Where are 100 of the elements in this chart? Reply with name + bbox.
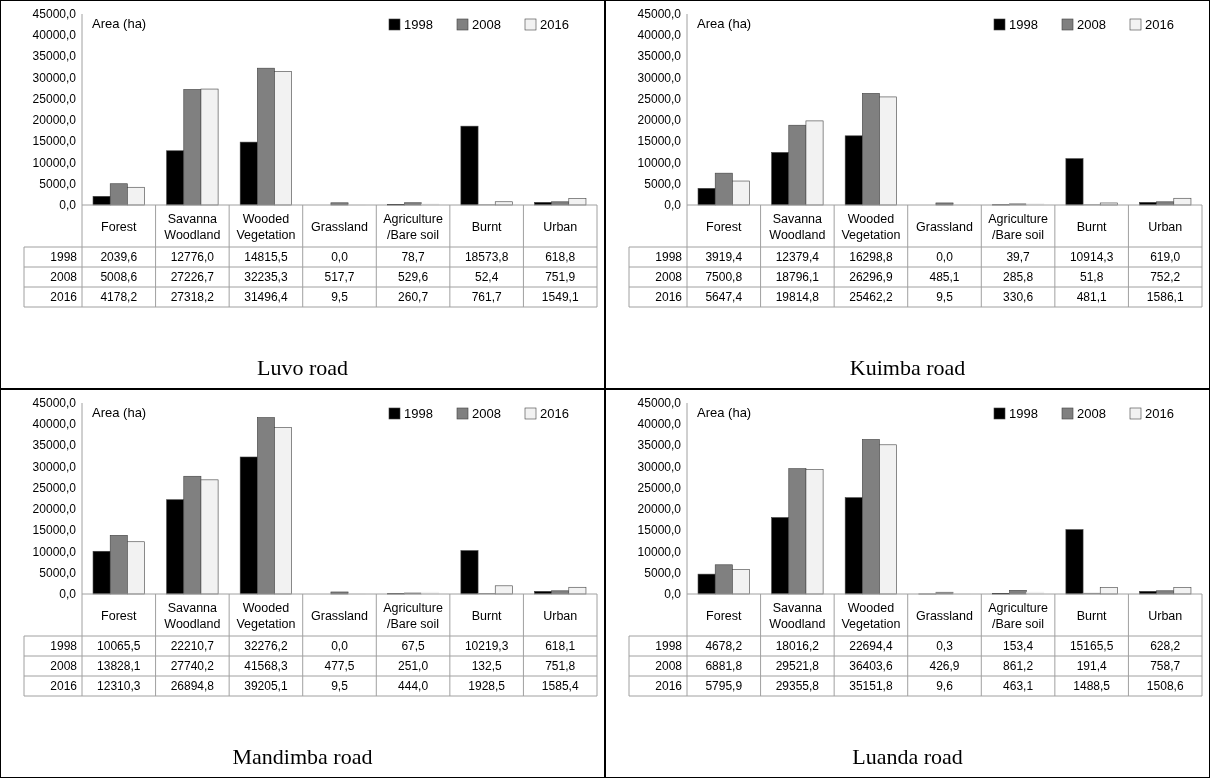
data-label: 18016,2 xyxy=(775,639,820,653)
y-tick-label: 10000,0 xyxy=(637,544,682,559)
data-label: 4678,2 xyxy=(705,639,743,653)
y-axis-title: Area (ha) xyxy=(697,16,752,31)
y-tick-label: 40000,0 xyxy=(637,28,682,43)
legend-label: 1998 xyxy=(404,406,433,421)
legend-label: 2008 xyxy=(1077,17,1106,32)
data-label: 15165,5 xyxy=(1069,639,1114,653)
data-label: 10219,3 xyxy=(464,639,509,653)
legend-label: 2016 xyxy=(540,17,569,32)
y-tick-label: 15000,0 xyxy=(637,523,682,538)
y-tick-label: 5000,0 xyxy=(644,565,682,580)
x-tick-label: Urban xyxy=(543,220,578,234)
data-label: 27226,7 xyxy=(170,270,215,284)
data-label: 485,1 xyxy=(929,270,960,284)
x-tick-label: Wooded Vegetation xyxy=(236,212,296,242)
y-tick-label: 15000,0 xyxy=(637,134,682,149)
data-label: 4178,2 xyxy=(100,290,138,304)
y-tick-label: 0,0 xyxy=(664,198,682,212)
legend-label: 2016 xyxy=(540,406,569,421)
y-tick-label: 0,0 xyxy=(59,198,77,212)
data-label: 191,4 xyxy=(1076,659,1107,673)
y-axis-title: Area (ha) xyxy=(92,405,147,420)
data-label: 6881,8 xyxy=(705,659,743,673)
y-tick-label: 20000,0 xyxy=(637,502,682,517)
data-label: 14815,5 xyxy=(244,250,288,264)
data-label: 52,4 xyxy=(474,270,499,284)
y-tick-label: 10000,0 xyxy=(32,544,77,559)
text: 1998 xyxy=(655,250,682,264)
x-tick-label: Forest xyxy=(101,220,138,234)
y-tick-label: 20000,0 xyxy=(32,113,77,128)
x-tick-label: Grassland xyxy=(311,609,369,623)
legend-label: 1998 xyxy=(404,17,433,32)
data-label: 27740,2 xyxy=(170,659,215,673)
data-label: 517,7 xyxy=(324,270,355,284)
x-tick-label: Savanna Woodland xyxy=(769,212,826,242)
text: 2008 xyxy=(655,270,682,284)
data-label: 153,4 xyxy=(1003,639,1034,653)
data-label: 18796,1 xyxy=(775,270,820,284)
data-label: 26296,9 xyxy=(849,270,893,284)
data-label: 9,5 xyxy=(331,290,349,304)
y-tick-label: 10000,0 xyxy=(637,155,682,170)
data-label: 41568,3 xyxy=(244,659,288,673)
x-tick-label: Forest xyxy=(706,609,743,623)
y-tick-label: 20000,0 xyxy=(32,502,77,517)
text: 1998 xyxy=(50,250,77,264)
text: Luanda road xyxy=(852,744,963,769)
data-label: 1928,5 xyxy=(468,679,506,693)
data-label: 39,7 xyxy=(1006,250,1031,264)
data-label: 1488,5 xyxy=(1073,679,1111,693)
data-label: 0,0 xyxy=(331,639,349,653)
x-tick-label: Savanna Woodland xyxy=(164,212,221,242)
x-tick-label: Wooded Vegetation xyxy=(841,601,901,631)
y-tick-label: 25000,0 xyxy=(32,91,77,106)
y-tick-label: 25000,0 xyxy=(32,480,77,495)
y-tick-label: 45000,0 xyxy=(637,7,682,21)
legend-label: 2008 xyxy=(472,17,501,32)
x-tick-label: Forest xyxy=(101,609,138,623)
y-tick-label: 45000,0 xyxy=(32,7,77,21)
data-label: 3919,4 xyxy=(705,250,743,264)
x-tick-label: Urban xyxy=(1148,609,1183,623)
x-tick-label: Burnt xyxy=(1076,609,1108,623)
text: 2016 xyxy=(655,679,682,693)
text: 2016 xyxy=(50,290,77,304)
y-tick-label: 30000,0 xyxy=(637,459,682,474)
data-label: 618,1 xyxy=(545,639,576,653)
data-label: 751,8 xyxy=(545,659,576,673)
y-tick-label: 35000,0 xyxy=(32,438,77,453)
data-label: 35151,8 xyxy=(849,679,893,693)
text: 2008 xyxy=(655,659,682,673)
x-tick-label: Urban xyxy=(543,609,578,623)
y-tick-label: 35000,0 xyxy=(32,49,77,64)
data-label: 330,6 xyxy=(1003,290,1034,304)
x-tick-label: Burnt xyxy=(471,220,503,234)
y-tick-label: 25000,0 xyxy=(637,480,682,495)
data-label: 19814,8 xyxy=(775,290,820,304)
x-tick-label: Burnt xyxy=(1076,220,1108,234)
x-tick-label: Savanna Woodland xyxy=(769,601,826,631)
y-tick-label: 35000,0 xyxy=(637,49,682,64)
data-label: 0,0 xyxy=(936,250,954,264)
data-label: 22694,4 xyxy=(849,639,893,653)
y-tick-label: 25000,0 xyxy=(637,91,682,106)
x-tick-label: Grassland xyxy=(916,609,974,623)
data-label: 18573,8 xyxy=(464,250,509,264)
data-label: 1549,1 xyxy=(541,290,579,304)
y-tick-label: 40000,0 xyxy=(32,417,77,432)
data-label: 463,1 xyxy=(1003,679,1034,693)
y-tick-label: 45000,0 xyxy=(32,396,77,410)
data-label: 78,7 xyxy=(401,250,426,264)
legend-label: 2016 xyxy=(1145,17,1174,32)
text: Luvo road xyxy=(256,355,349,380)
x-tick-label: Burnt xyxy=(471,609,503,623)
text: Kuimba road xyxy=(849,355,966,380)
data-label: 10065,5 xyxy=(97,639,141,653)
data-label: 5008,6 xyxy=(100,270,138,284)
data-label: 758,7 xyxy=(1150,659,1181,673)
data-label: 752,2 xyxy=(1150,270,1181,284)
text: 2016 xyxy=(50,679,77,693)
text: 2016 xyxy=(655,290,682,304)
legend-label: 1998 xyxy=(1009,406,1038,421)
